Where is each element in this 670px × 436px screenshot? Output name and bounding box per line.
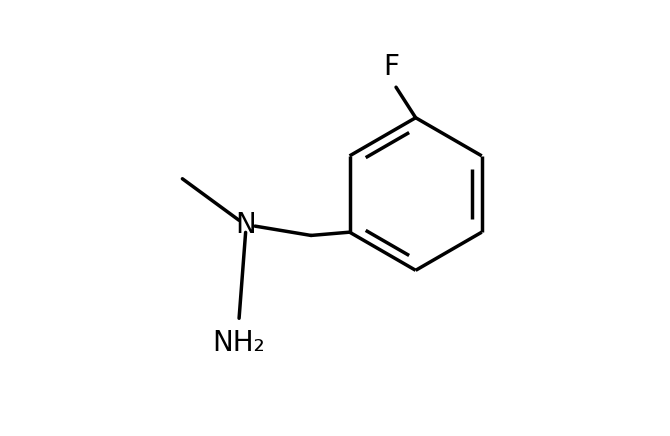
- Text: NH₂: NH₂: [212, 329, 265, 357]
- Text: N: N: [235, 211, 256, 238]
- Text: F: F: [384, 53, 400, 81]
